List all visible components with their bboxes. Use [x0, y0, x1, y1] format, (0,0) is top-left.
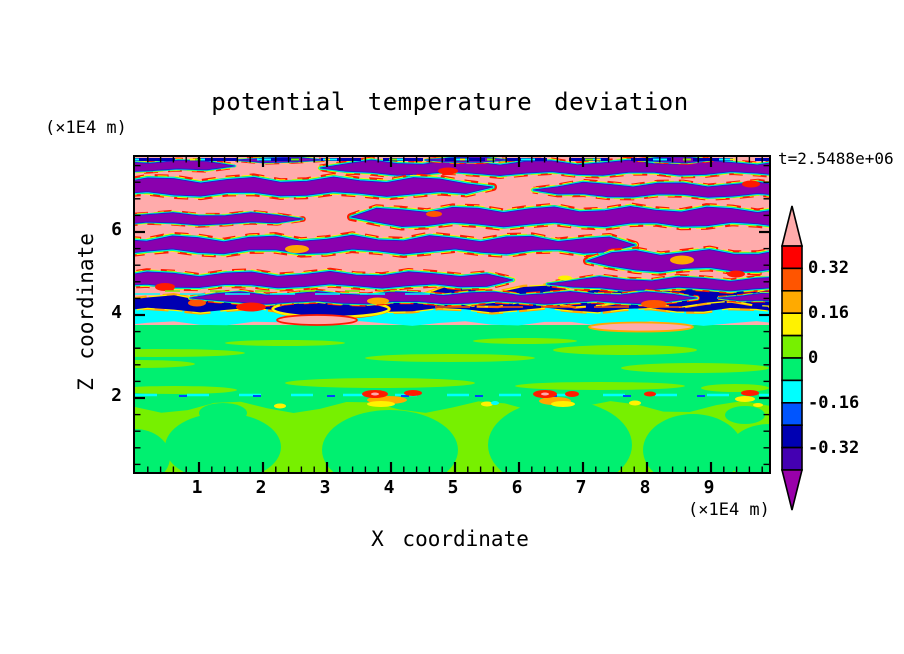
x-axis-title: X coordinate: [371, 527, 529, 551]
colorbar-tick-label: 0.16: [808, 303, 849, 324]
colorbar-segment: [781, 379, 803, 404]
contour-field: [135, 157, 769, 472]
colorbar-under-triangle: [780, 469, 804, 511]
z-axis-unit-label: (×1E4 m): [45, 118, 127, 138]
colorbar-segment: [781, 334, 803, 359]
axis-ticks: [135, 157, 769, 472]
colorbar: [780, 205, 804, 511]
y-tick-label: 6: [111, 219, 122, 240]
colorbar-segment: [781, 446, 803, 471]
z-axis-title: Z coordinate: [74, 233, 98, 391]
x-tick-label: 8: [639, 477, 651, 498]
colorbar-segment: [781, 267, 803, 292]
x-tick-label: 1: [191, 477, 203, 498]
colorbar-segment: [781, 402, 803, 427]
x-tick-label: 5: [447, 477, 459, 498]
colorbar-tick-label: 0: [808, 348, 819, 368]
page-title: potential temperature deviation: [211, 88, 689, 116]
y-tick-label: 2: [111, 385, 122, 406]
colorbar-tick-label: -0.32: [808, 437, 860, 458]
contour-plot: [135, 157, 769, 472]
colorbar-tick-label: 0.32: [808, 258, 849, 279]
plot-frame: [133, 155, 771, 474]
x-tick-label: 7: [575, 477, 587, 498]
x-tick-label: 6: [511, 477, 523, 498]
colorbar-segment: [781, 245, 803, 270]
colorbar-over-triangle: [780, 205, 804, 247]
x-tick-label: 4: [383, 477, 395, 498]
x-tick-label: 9: [703, 477, 715, 498]
colorbar-segment: [781, 312, 803, 337]
y-tick-label: 4: [111, 302, 122, 323]
x-tick-label: 3: [319, 477, 331, 498]
x-tick-label: 2: [255, 477, 267, 498]
colorbar-tick-label: -0.16: [808, 392, 860, 413]
colorbar-segment: [781, 424, 803, 449]
time-label: t=2.5488e+06: [778, 149, 894, 168]
colorbar-segment: [781, 357, 803, 382]
x-axis-unit-label: (×1E4 m): [688, 500, 770, 520]
colorbar-segment: [781, 290, 803, 315]
